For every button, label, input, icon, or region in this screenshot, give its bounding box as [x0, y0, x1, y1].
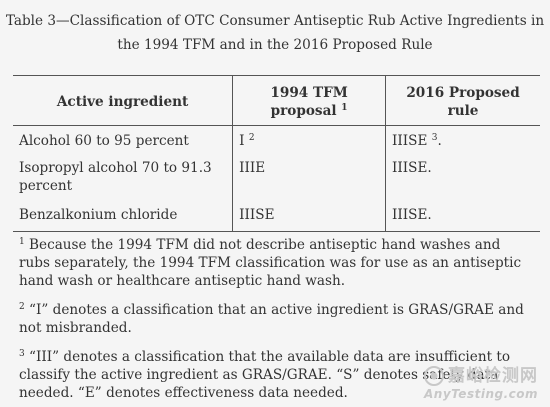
- watermark-logo-icon: [424, 366, 444, 386]
- cell-ingredient: Alcohol 60 to 95 percent: [19, 133, 189, 149]
- cell-2016: IIISE.: [385, 155, 540, 200]
- footnote-mark: 1: [19, 237, 25, 247]
- watermark-cn: 嘉峪检测网: [423, 361, 538, 387]
- table-row: Isopropyl alcohol 70 to 91.3 percent III…: [13, 155, 540, 200]
- caption-line-2: the 1994 TFM and in the 2016 Proposed Ru…: [117, 37, 433, 53]
- footnote-3: 3 “III” denotes a classification that th…: [19, 349, 511, 401]
- footnote-mark: 2: [248, 133, 255, 143]
- cell-ingredient: Benzalkonium chloride: [13, 200, 233, 232]
- cell-1994: I 2: [232, 125, 386, 155]
- footnote-mark: 2: [19, 302, 25, 312]
- footnote-mark: 3: [19, 349, 25, 359]
- table-row: Alcohol 60 to 95 percent I 2 IIISE 3.: [13, 125, 540, 155]
- table-row: Benzalkonium chloride IIISE IIISE.: [13, 200, 540, 232]
- cell-ingredient: Isopropyl alcohol 70 to 91.3 percent: [19, 160, 212, 194]
- caption-line-1: Table 3—Classification of OTC Consumer A…: [5, 13, 545, 29]
- cell-2016: IIISE 3.: [385, 125, 540, 155]
- header-1994-tfm: 1994 TFM proposal 1: [232, 75, 386, 126]
- header-active-ingredient: Active ingredient: [13, 75, 233, 126]
- header-2016-rule: 2016 Proposed rule: [385, 75, 540, 126]
- cell-1994: IIIE: [232, 155, 386, 200]
- header-footnote-mark: 1: [341, 102, 348, 113]
- footnote-2: 2 “I” denotes a classification that an a…: [19, 302, 524, 336]
- classification-table: Active ingredient 1994 TFM proposal 1 20…: [13, 75, 540, 232]
- cell-2016: IIISE.: [385, 200, 540, 232]
- watermark: 嘉峪检测网 AnyTesting.com: [423, 361, 538, 401]
- table-caption: Table 3—Classification of OTC Consumer A…: [0, 9, 550, 57]
- footnote-mark: 3: [431, 133, 438, 143]
- watermark-en: AnyTesting.com: [424, 387, 538, 401]
- cell-1994: IIISE: [232, 200, 386, 232]
- table-header-row: Active ingredient 1994 TFM proposal 1 20…: [13, 75, 540, 126]
- footnote-1: 1 Because the 1994 TFM did not describe …: [19, 237, 522, 289]
